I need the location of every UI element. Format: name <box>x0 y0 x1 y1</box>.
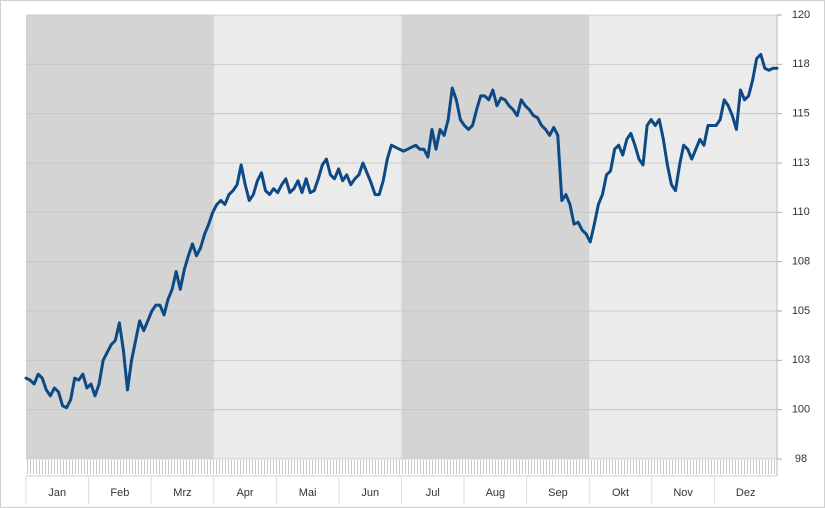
x-tick-label: Jun <box>361 487 379 499</box>
quarter-band <box>651 15 715 459</box>
x-tick-label: Mrz <box>173 487 191 499</box>
x-tick-label: Nov <box>673 487 693 499</box>
y-tick-label: 103 <box>792 354 810 366</box>
x-tick-label: Dez <box>736 487 756 499</box>
x-tick-label: Mai <box>299 487 317 499</box>
quarter-band <box>464 15 528 459</box>
x-tick-label: Jan <box>48 487 66 499</box>
quarter-band <box>589 15 653 459</box>
x-tick-label: Apr <box>236 487 253 499</box>
quarter-band <box>526 15 590 459</box>
y-tick-label: 120 <box>792 9 810 21</box>
quarter-band <box>401 15 465 459</box>
quarter-band <box>88 15 152 459</box>
y-tick-label: 115 <box>792 108 810 120</box>
quarter-band <box>26 15 90 459</box>
quarter-band <box>338 15 402 459</box>
y-tick-label: 98 <box>795 453 807 465</box>
quarter-band <box>714 15 778 459</box>
quarter-band <box>276 15 340 459</box>
quarter-band <box>213 15 277 459</box>
y-tick-label: 118 <box>792 58 810 70</box>
y-tick-label: 105 <box>792 305 810 317</box>
x-tick-label: Aug <box>486 487 506 499</box>
x-tick-label: Sep <box>548 487 568 499</box>
x-tick-label: Okt <box>612 487 629 499</box>
y-tick-label: 110 <box>792 206 810 218</box>
line <box>24 52 779 410</box>
y-tick-label: 108 <box>792 256 810 268</box>
x-tick-label: Feb <box>110 487 129 499</box>
x-tick-label: Jul <box>426 487 440 499</box>
y-tick-label: 100 <box>792 404 810 416</box>
minor-ticks <box>26 460 777 474</box>
y-tick-label: 113 <box>792 157 810 169</box>
